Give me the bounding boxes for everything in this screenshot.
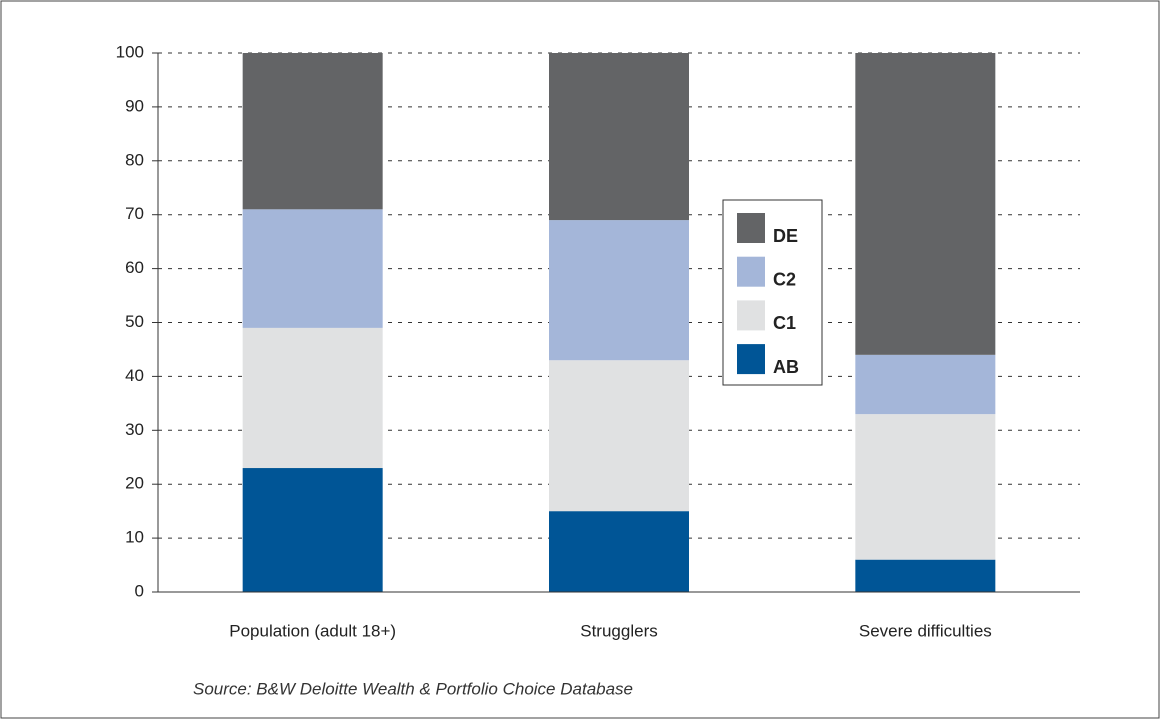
legend-swatch [737, 256, 765, 287]
bar-segment [855, 354, 996, 415]
legend-label: AB [773, 357, 799, 377]
bar-segment [242, 468, 383, 592]
legend-swatch [737, 300, 765, 331]
x-tick-label: Population (adult 18+) [229, 621, 396, 640]
bar-segment [855, 559, 996, 592]
bar-segment [855, 53, 996, 355]
y-tick-label: 70 [125, 204, 144, 223]
bar-segment [549, 220, 689, 361]
bar-segment [242, 53, 383, 210]
bar-segment [549, 511, 689, 592]
bar-segment [855, 414, 996, 560]
legend-swatch [737, 213, 765, 243]
y-tick-label: 60 [125, 258, 144, 277]
bar-segment [242, 327, 383, 469]
legend-swatch [737, 344, 765, 375]
y-tick-label: 30 [125, 420, 144, 439]
legend-label: DE [773, 226, 798, 246]
legend-label: C1 [773, 313, 796, 333]
source-note: Source: B&W Deloitte Wealth & Portfolio … [193, 679, 633, 698]
y-tick-label: 90 [125, 96, 144, 115]
y-tick-label: 0 [135, 581, 144, 600]
x-tick-label: Strugglers [580, 621, 657, 640]
y-tick-label: 100 [116, 42, 144, 61]
bar-segment [242, 209, 383, 328]
y-tick-label: 50 [125, 312, 144, 331]
x-tick-label: Severe difficulties [859, 621, 992, 640]
y-tick-label: 40 [125, 366, 144, 385]
y-tick-label: 20 [125, 474, 144, 493]
legend-label: C2 [773, 269, 796, 289]
y-tick-label: 80 [125, 150, 144, 169]
bar-segment [549, 53, 689, 221]
bar-segment [549, 360, 689, 512]
y-tick-label: 10 [125, 528, 144, 547]
